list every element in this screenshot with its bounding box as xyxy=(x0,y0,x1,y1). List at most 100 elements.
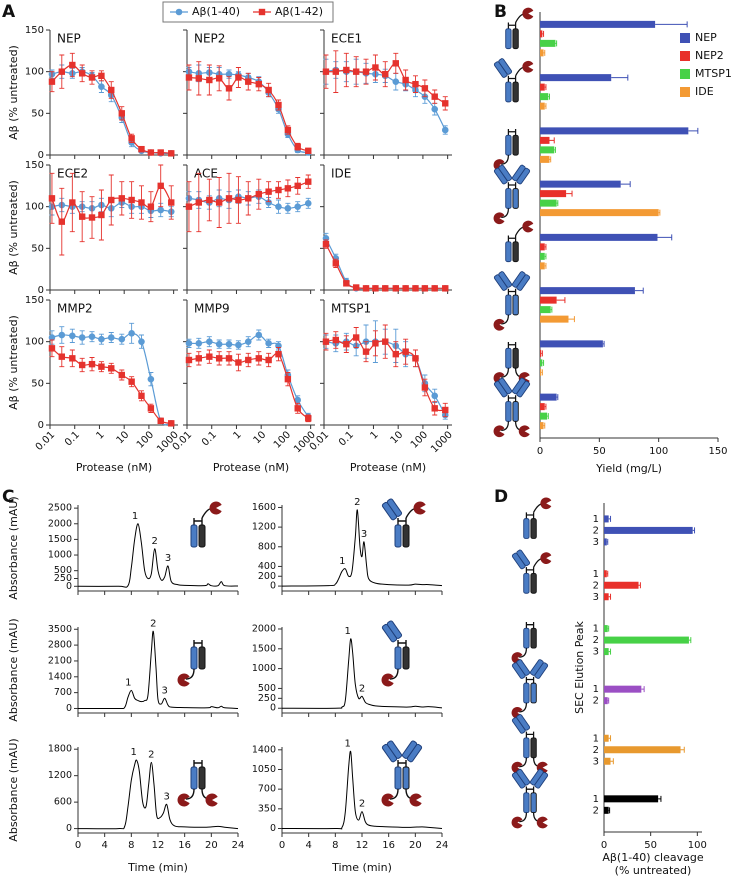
peak-label: 3 xyxy=(161,685,167,696)
icon-linker xyxy=(519,757,528,768)
data-point xyxy=(382,338,389,345)
category-label: 1 xyxy=(593,684,599,695)
icon-enzyme xyxy=(540,497,552,510)
construct-icon xyxy=(511,549,552,594)
bar xyxy=(540,209,659,217)
error-bar xyxy=(638,582,641,589)
data-point xyxy=(442,406,449,414)
icon-linker xyxy=(501,155,510,165)
icon-fc xyxy=(512,401,519,422)
icon-hinge xyxy=(507,75,517,83)
icon-hinge xyxy=(507,288,517,296)
icon-domain xyxy=(534,771,549,789)
data-point xyxy=(108,86,115,94)
icon-arm xyxy=(511,164,531,185)
icon-arm xyxy=(511,768,531,789)
icon-hinge xyxy=(193,760,203,767)
bar xyxy=(540,180,621,188)
data-point xyxy=(88,333,96,340)
bar xyxy=(604,515,609,523)
x-tick-label: 150 xyxy=(708,446,727,457)
construct-icon xyxy=(511,659,549,719)
category-label: 2 xyxy=(593,580,599,591)
y-axis-label: Absorbance (mAU) xyxy=(7,496,20,599)
data-point xyxy=(362,348,370,355)
y-axis-label: Aβ (% untreated) xyxy=(7,180,20,275)
data-point xyxy=(195,355,202,362)
data-point xyxy=(235,359,242,366)
error-bar xyxy=(607,625,610,632)
y-tick-label: 50 xyxy=(31,243,44,254)
icon-enzyme xyxy=(381,793,394,807)
data-point xyxy=(275,101,282,109)
error-bar xyxy=(610,758,614,765)
icon-domain xyxy=(516,380,531,398)
icon-enzyme xyxy=(177,673,190,687)
icon-fc xyxy=(512,241,519,263)
x-tick-label: 0 xyxy=(279,840,285,851)
y-tick-label: 1400 xyxy=(252,744,276,755)
legend-label: Aβ(1-42) xyxy=(275,5,323,18)
data-point xyxy=(245,195,252,202)
icon-domain xyxy=(498,58,513,75)
bar xyxy=(604,734,609,742)
icon-fc xyxy=(394,524,402,548)
construct-icon xyxy=(177,640,206,687)
construct-icon xyxy=(493,58,534,103)
icon-domain xyxy=(386,620,403,639)
x-tick-label: 0.1 xyxy=(337,429,356,448)
y-axis-label: SEC Elution Peak xyxy=(573,620,586,713)
error-bar xyxy=(544,262,547,269)
error-bar xyxy=(608,648,612,655)
data-point xyxy=(128,378,135,385)
error-bar xyxy=(608,515,612,522)
icon-linker xyxy=(519,702,528,713)
data-point xyxy=(362,68,370,75)
category-label: 2 xyxy=(593,745,599,756)
icon-linker xyxy=(389,668,399,680)
data-point xyxy=(431,285,438,292)
construct-icon xyxy=(523,497,552,539)
data-point xyxy=(421,285,429,292)
bar xyxy=(604,746,681,754)
bar xyxy=(604,685,642,693)
icon-fc xyxy=(505,28,512,50)
y-tick-label: 150 xyxy=(25,25,44,36)
icon-linker xyxy=(501,421,510,432)
data-point xyxy=(431,93,438,100)
data-point xyxy=(69,332,76,340)
data-point xyxy=(322,240,330,248)
error-bar xyxy=(688,637,692,644)
error-bar xyxy=(606,570,609,577)
trace xyxy=(281,638,443,709)
icon-enzyme xyxy=(493,425,505,438)
x-tick-label: 100 xyxy=(649,446,668,457)
trace xyxy=(77,759,239,830)
error-bar xyxy=(547,413,549,420)
icon-arm xyxy=(511,271,531,291)
icon-domain xyxy=(386,498,403,517)
error-bar xyxy=(543,422,546,429)
legend-swatch xyxy=(680,51,690,61)
legend-swatch xyxy=(680,87,690,97)
data-point xyxy=(58,331,66,339)
data-point xyxy=(225,195,233,202)
construct-icon xyxy=(493,271,531,331)
bar xyxy=(540,190,567,198)
data-point xyxy=(168,420,175,427)
icon-fc xyxy=(394,646,402,670)
data-point xyxy=(421,384,429,391)
y-axis-label: Aβ (% untreated) xyxy=(7,45,20,140)
data-point xyxy=(138,199,145,206)
peak-label: 3 xyxy=(361,529,367,540)
bar xyxy=(604,795,659,803)
icon-enzyme xyxy=(205,793,218,807)
icon-hinge xyxy=(525,512,535,519)
data-point xyxy=(118,371,125,379)
legend-swatch xyxy=(680,33,690,43)
data-point xyxy=(382,70,389,78)
error-bar xyxy=(688,127,699,134)
x-axis-label: Protease (nM) xyxy=(76,461,152,474)
peak-label: 2 xyxy=(150,619,156,630)
x-tick-label: 4 xyxy=(305,840,311,851)
